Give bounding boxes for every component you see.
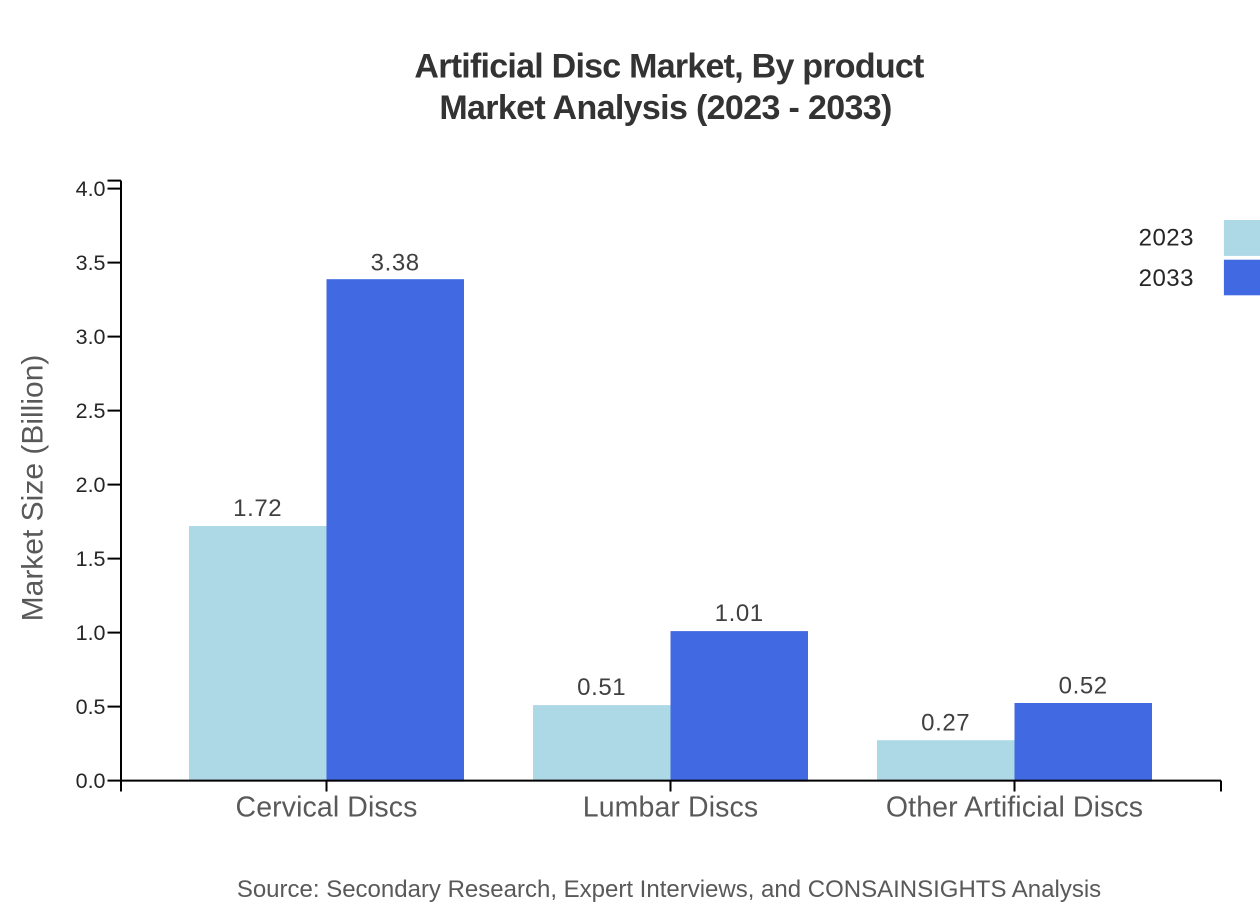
- svg-text:Market Size (Billion): Market Size (Billion): [17, 355, 50, 622]
- svg-text:3.38: 3.38: [371, 249, 420, 276]
- svg-text:2033: 2033: [1139, 265, 1194, 292]
- svg-text:1.0: 1.0: [76, 621, 106, 645]
- svg-text:3.0: 3.0: [76, 325, 106, 349]
- svg-text:0.27: 0.27: [921, 710, 970, 737]
- svg-text:0.51: 0.51: [577, 674, 626, 701]
- svg-text:Market Analysis (2023 - 2033): Market Analysis (2023 - 2033): [439, 89, 891, 127]
- svg-text:Other Artificial Discs: Other Artificial Discs: [886, 791, 1143, 823]
- svg-text:3.5: 3.5: [76, 251, 106, 275]
- svg-text:2.0: 2.0: [76, 473, 106, 497]
- svg-text:Source: Secondary Research, Ex: Source: Secondary Research, Expert Inter…: [237, 876, 1101, 903]
- svg-text:0.52: 0.52: [1059, 673, 1108, 700]
- svg-text:Lumbar Discs: Lumbar Discs: [583, 791, 758, 823]
- svg-text:2023: 2023: [1139, 224, 1194, 251]
- svg-text:1.01: 1.01: [715, 600, 764, 627]
- svg-text:0.0: 0.0: [76, 769, 106, 793]
- svg-text:1.72: 1.72: [233, 495, 282, 522]
- svg-text:2.5: 2.5: [76, 399, 106, 423]
- svg-text:0.5: 0.5: [76, 695, 106, 719]
- svg-text:Cervical Discs: Cervical Discs: [236, 791, 418, 823]
- svg-text:Artificial Disc Market, By pro: Artificial Disc Market, By product: [414, 48, 924, 86]
- svg-text:4.0: 4.0: [76, 177, 106, 201]
- svg-text:1.5: 1.5: [76, 547, 106, 571]
